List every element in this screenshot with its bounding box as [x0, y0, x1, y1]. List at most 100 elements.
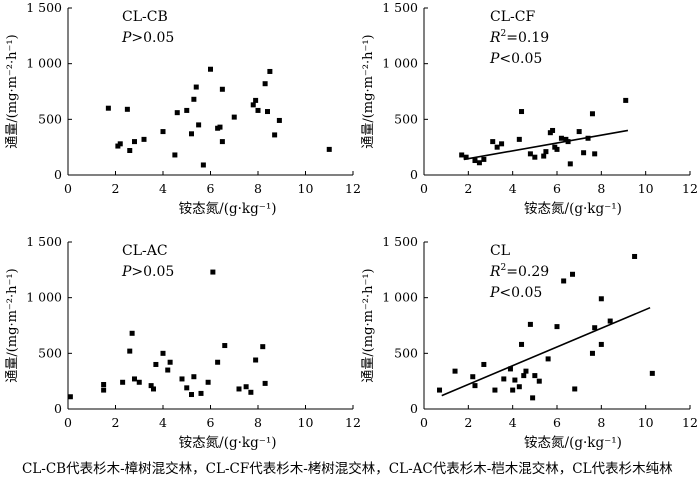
- data-point: [153, 361, 159, 367]
- data-point: [243, 384, 249, 390]
- data-point: [117, 141, 123, 147]
- data-point: [437, 387, 443, 393]
- x-tick-label: 8: [254, 415, 262, 430]
- x-tick-label: 6: [553, 415, 561, 430]
- data-point: [585, 135, 591, 141]
- data-point: [527, 321, 533, 327]
- figure-caption: CL-CB代表杉木-樟树混交林，CL-CF代表杉木-栲树混交林，CL-AC代表杉…: [22, 461, 673, 477]
- panel-title: CL: [490, 243, 510, 259]
- stat-symbol: P: [489, 285, 500, 301]
- data-point: [554, 146, 560, 152]
- data-point: [481, 361, 487, 367]
- y-tick-label: 1 000: [382, 56, 418, 71]
- data-point: [550, 127, 556, 133]
- data-point: [127, 348, 133, 354]
- x-tick-label: 6: [207, 181, 215, 196]
- data-point: [127, 148, 133, 154]
- data-point: [265, 109, 270, 115]
- data-point: [260, 344, 266, 350]
- panel-title: CL-AC: [122, 243, 168, 259]
- data-point: [210, 269, 216, 275]
- data-point: [231, 114, 237, 120]
- stat-value: =0.19: [506, 30, 549, 46]
- stat-line: P>0.05: [121, 264, 174, 280]
- data-point: [105, 105, 111, 111]
- data-point: [219, 86, 225, 92]
- y-axis-label: 通量/(mg·m⁻²·h⁻¹): [361, 268, 376, 382]
- data-point: [598, 296, 604, 302]
- stat-line: P>0.05: [121, 30, 174, 46]
- stat-symbol: P: [121, 30, 132, 46]
- x-axis-label: 铵态氮/(g·kg⁻¹): [179, 201, 277, 217]
- stat-value: >0.05: [131, 264, 174, 280]
- data-point: [470, 374, 476, 380]
- data-point: [165, 367, 171, 373]
- data-point: [598, 341, 604, 347]
- data-point: [623, 97, 629, 103]
- data-point: [543, 149, 549, 155]
- data-point: [101, 382, 107, 388]
- trend-line: [463, 129, 629, 161]
- y-tick-label: 0: [54, 167, 62, 182]
- data-point: [541, 153, 547, 159]
- stat-symbol: R: [489, 30, 501, 46]
- data-point: [452, 368, 458, 374]
- panel-title: CL-CB: [122, 9, 168, 25]
- panel-ac: 0 2 4 6 8 10 12 0 500 1 000 1 500 铵态氮/(g·kg⁻¹) 通量/(m…: [5, 234, 361, 451]
- y-tick-label: 0: [54, 401, 62, 416]
- y-tick-label: 500: [38, 345, 62, 360]
- panel-title: CL-CF: [490, 9, 535, 25]
- data-point: [567, 161, 573, 167]
- stat-line: R2=0.19: [489, 29, 549, 46]
- data-point: [545, 356, 551, 362]
- y-tick-label: 500: [394, 345, 418, 360]
- x-tick-label: 6: [207, 415, 215, 430]
- data-point: [167, 359, 173, 365]
- data-point: [561, 278, 567, 284]
- data-point: [607, 318, 613, 324]
- data-point: [490, 139, 496, 145]
- data-point: [481, 156, 487, 162]
- data-point: [132, 139, 137, 145]
- x-tick-label: 10: [638, 415, 654, 430]
- stat-superscript: 2: [501, 263, 507, 273]
- x-tick-label: 6: [553, 181, 561, 196]
- stat-symbol: P: [121, 264, 132, 280]
- data-point: [148, 383, 154, 389]
- data-point: [492, 387, 498, 393]
- data-point: [205, 379, 211, 385]
- x-tick-label: 2: [112, 415, 120, 430]
- data-point: [554, 324, 560, 330]
- stat-symbol: R: [489, 264, 501, 280]
- x-tick-label: 10: [638, 181, 654, 196]
- data-point: [267, 68, 273, 74]
- data-point: [576, 129, 582, 135]
- data-point: [196, 122, 202, 128]
- y-axis-label: 通量/(mg·m⁻²·h⁻¹): [361, 34, 376, 148]
- data-point: [172, 152, 178, 158]
- data-point: [523, 368, 529, 374]
- x-tick-label: 4: [159, 181, 167, 196]
- data-point: [501, 376, 507, 382]
- stat-superscript: 2: [501, 29, 507, 39]
- y-tick-label: 500: [394, 111, 418, 126]
- data-point: [532, 373, 538, 379]
- y-axis-label: 通量/(mg·m⁻²·h⁻¹): [5, 268, 20, 382]
- chart-grid: 0 2 4 6 8 10 12 0 500 1 000 1 500 铵态氮/(g·kg⁻¹) 通量/(m…: [5, 0, 698, 451]
- x-tick-label: 2: [112, 181, 120, 196]
- x-tick-label: 0: [420, 415, 428, 430]
- y-tick-label: 1 500: [382, 234, 418, 249]
- data-point: [222, 343, 228, 349]
- panel-cb: 0 2 4 6 8 10 12 0 500 1 000 1 500 铵态氮/(g·kg⁻¹) 通量/(m…: [5, 0, 361, 217]
- data-point: [592, 151, 598, 157]
- x-tick-label: 0: [64, 415, 72, 430]
- y-tick-label: 1 500: [382, 0, 418, 15]
- y-tick-label: 1 500: [26, 234, 62, 249]
- x-tick-label: 12: [682, 181, 698, 196]
- data-point: [198, 390, 204, 396]
- data-point: [276, 117, 282, 123]
- x-tick-label: 10: [298, 415, 314, 430]
- x-tick-label: 4: [159, 415, 167, 430]
- data-point: [516, 384, 522, 390]
- x-tick-label: 0: [420, 181, 428, 196]
